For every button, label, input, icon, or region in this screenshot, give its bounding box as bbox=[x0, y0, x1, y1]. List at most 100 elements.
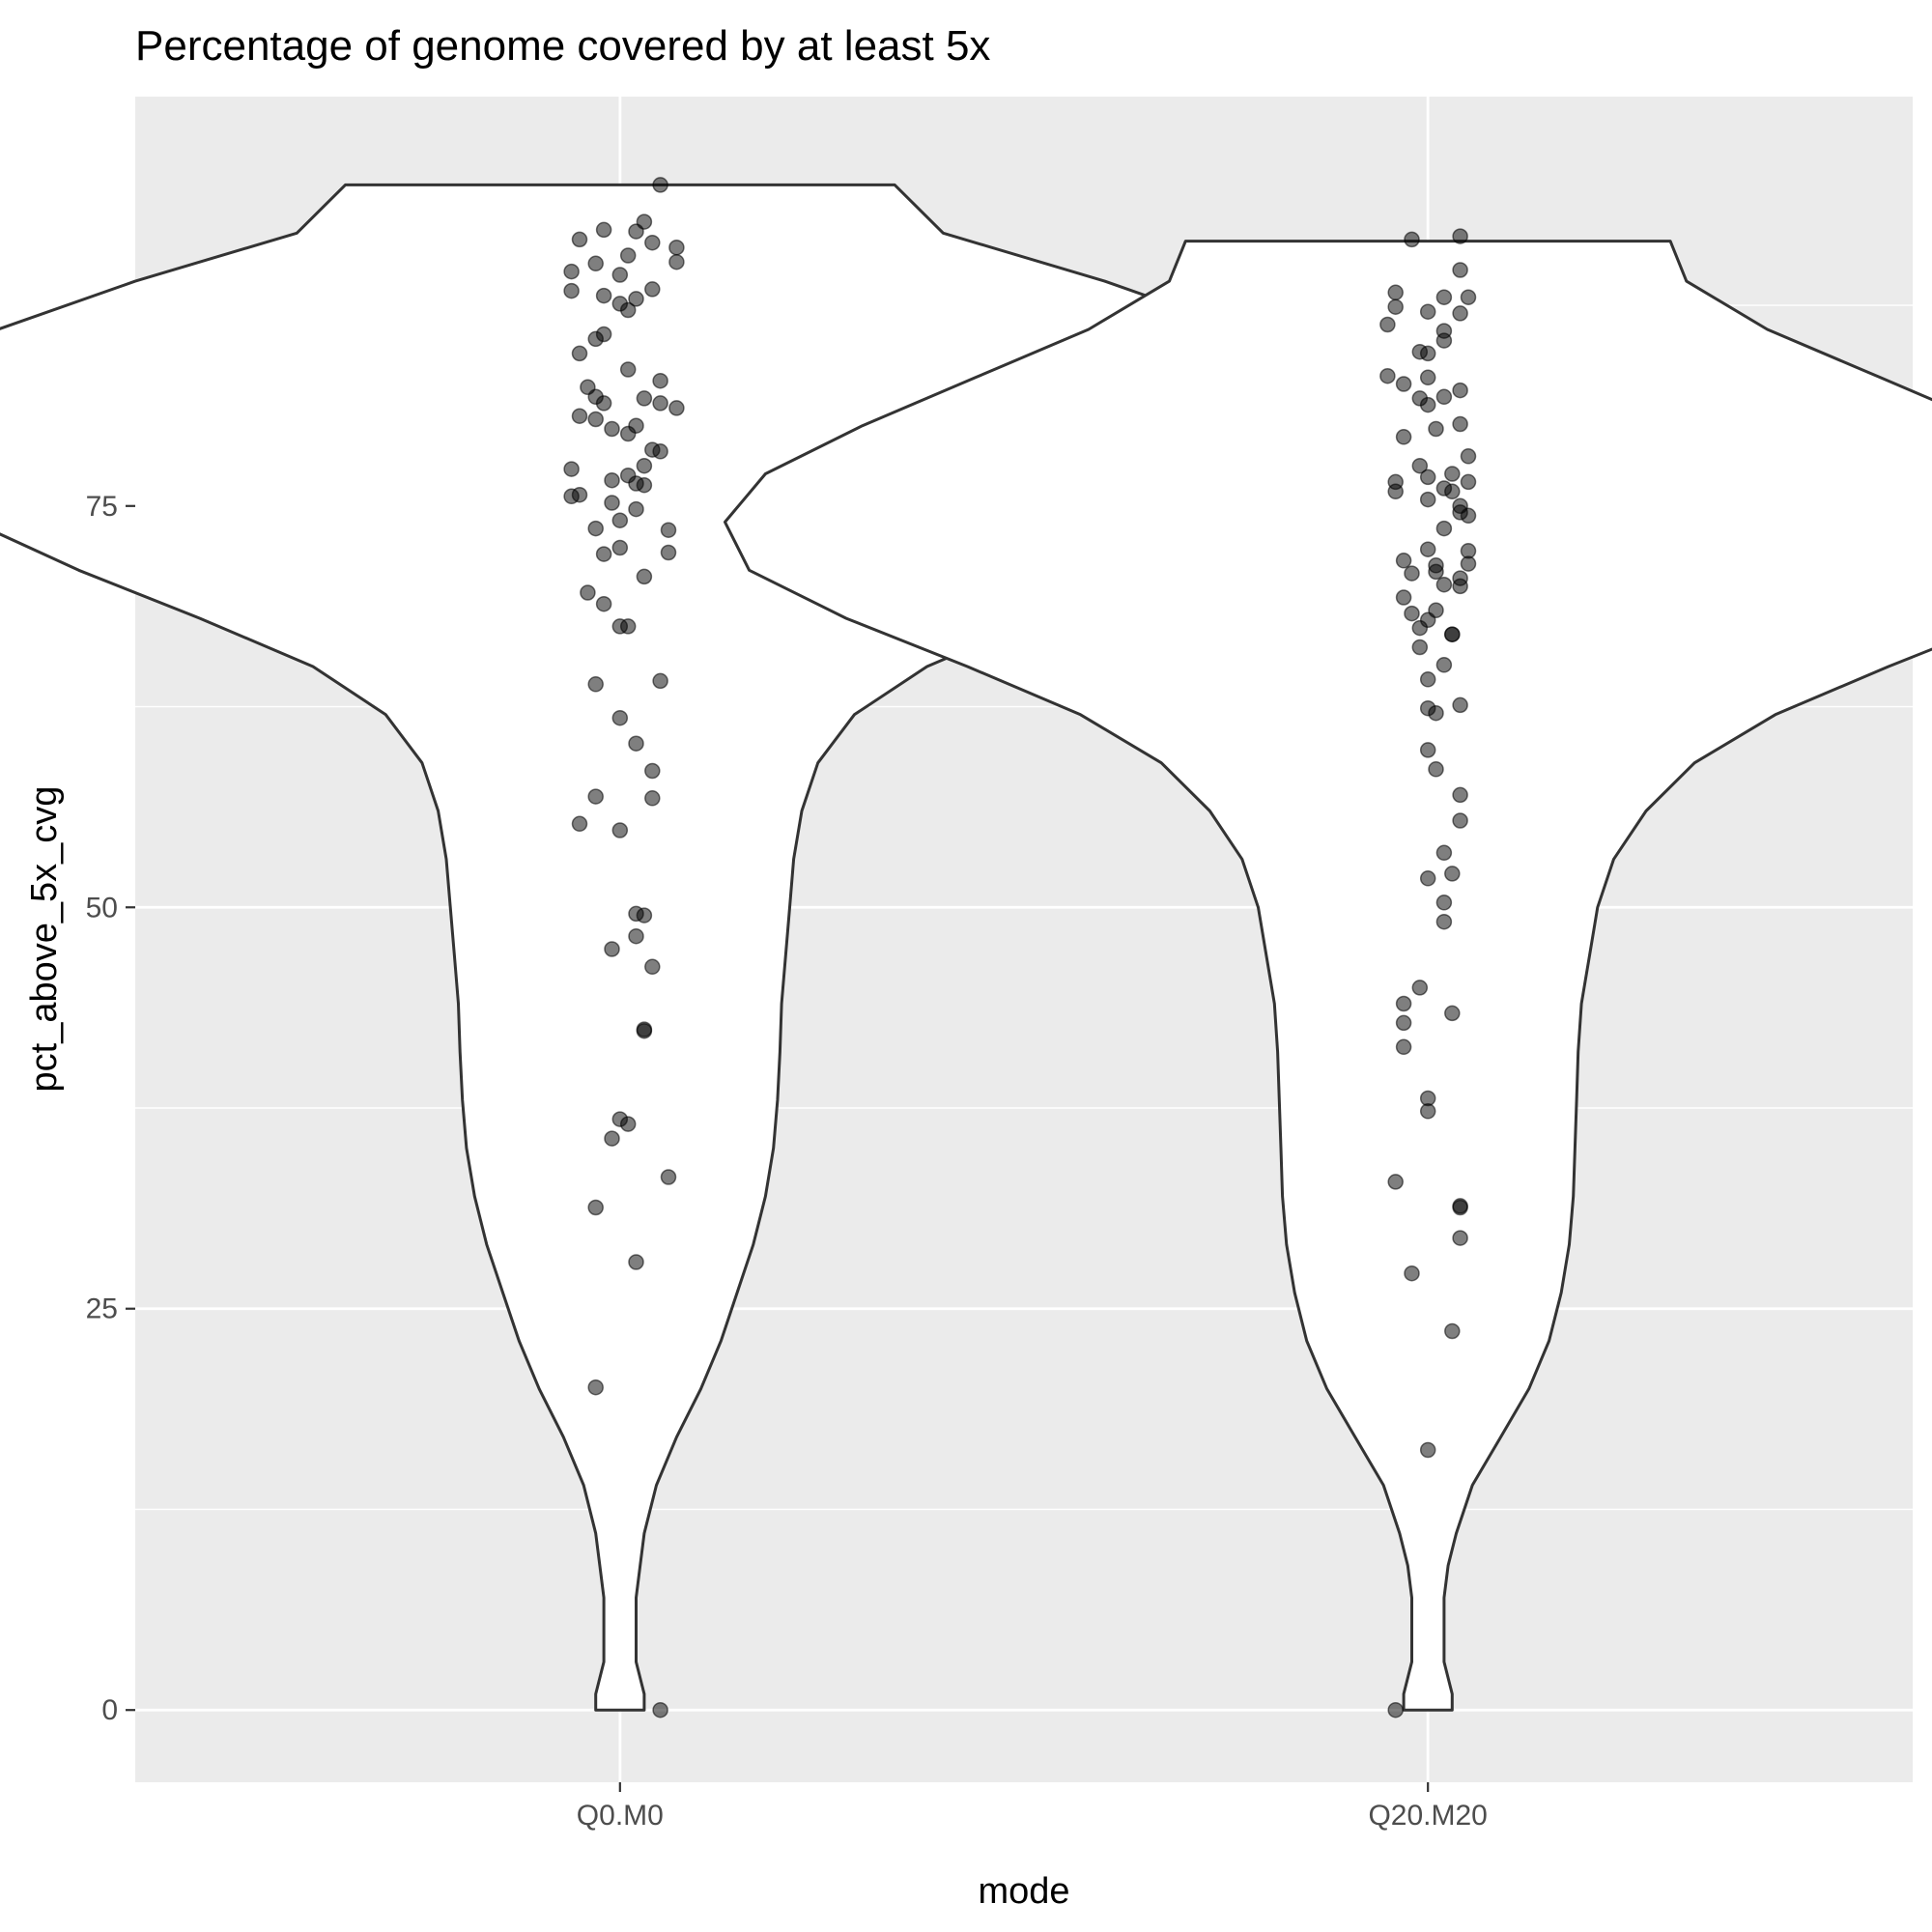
data-point bbox=[1452, 262, 1468, 278]
data-point bbox=[595, 546, 612, 562]
data-point bbox=[595, 395, 612, 412]
data-point bbox=[1452, 1199, 1468, 1216]
data-point bbox=[611, 539, 629, 556]
data-point bbox=[636, 1022, 653, 1039]
data-point bbox=[611, 709, 629, 726]
data-point bbox=[1411, 980, 1429, 996]
data-point bbox=[1419, 491, 1436, 508]
data-point bbox=[1395, 1014, 1412, 1032]
data-point bbox=[1395, 995, 1412, 1012]
data-point bbox=[604, 495, 620, 511]
data-point bbox=[1387, 1174, 1404, 1190]
data-point bbox=[571, 345, 588, 362]
data-point bbox=[668, 253, 685, 270]
data-point bbox=[571, 408, 588, 424]
data-point bbox=[1387, 483, 1404, 500]
data-point bbox=[587, 330, 604, 348]
data-point bbox=[1395, 553, 1412, 569]
data-point bbox=[619, 361, 637, 378]
data-point bbox=[1379, 316, 1396, 333]
data-point bbox=[1435, 895, 1453, 911]
data-point bbox=[636, 390, 653, 407]
data-point bbox=[587, 1199, 604, 1216]
data-point bbox=[636, 568, 653, 585]
data-point bbox=[604, 941, 620, 957]
data-point bbox=[628, 1254, 644, 1270]
data-point bbox=[1460, 507, 1477, 525]
data-point bbox=[1444, 466, 1461, 482]
x-axis-title: mode bbox=[978, 1871, 1069, 1912]
data-point bbox=[1452, 1230, 1468, 1246]
data-point bbox=[1419, 671, 1436, 688]
data-point bbox=[1460, 448, 1477, 465]
violins bbox=[0, 183, 1932, 1712]
data-point bbox=[1435, 913, 1453, 930]
data-point bbox=[1411, 639, 1429, 656]
data-point bbox=[652, 372, 668, 389]
data-point bbox=[1387, 1701, 1404, 1719]
data-point bbox=[668, 400, 685, 416]
data-point bbox=[563, 263, 580, 280]
data-point bbox=[628, 223, 644, 240]
chart-title: Percentage of genome covered by at least… bbox=[135, 22, 990, 70]
data-point bbox=[1435, 289, 1453, 305]
data-point bbox=[587, 788, 604, 805]
data-point bbox=[587, 676, 604, 693]
data-point bbox=[587, 411, 604, 428]
data-point bbox=[628, 735, 644, 752]
data-point bbox=[571, 231, 588, 248]
data-point bbox=[636, 907, 653, 923]
data-point bbox=[652, 1701, 668, 1719]
data-point bbox=[660, 522, 677, 538]
data-point bbox=[1419, 870, 1436, 887]
data-point bbox=[1435, 520, 1453, 537]
data-point bbox=[1452, 382, 1468, 399]
data-point bbox=[1395, 589, 1412, 606]
data-point bbox=[1419, 1441, 1436, 1459]
data-point bbox=[644, 234, 661, 251]
data-point bbox=[595, 287, 612, 304]
data-point bbox=[1395, 1038, 1412, 1056]
data-point bbox=[587, 255, 604, 272]
jitter-points bbox=[563, 177, 1477, 1719]
y-axis-title: pct_above_5x_cvg bbox=[24, 786, 65, 1093]
data-point bbox=[652, 177, 668, 193]
y-tick-label: 75 bbox=[86, 491, 118, 523]
data-point bbox=[1411, 457, 1429, 474]
axes: 0 25 50 75 Q0.M0 Q20.M20 bbox=[86, 491, 1488, 1832]
data-point bbox=[587, 520, 604, 537]
data-point bbox=[1452, 786, 1468, 804]
data-point bbox=[619, 301, 637, 319]
data-point bbox=[1419, 742, 1436, 758]
data-point bbox=[571, 815, 588, 833]
data-point bbox=[1419, 541, 1436, 557]
data-point bbox=[636, 476, 653, 494]
data-point bbox=[611, 512, 629, 528]
data-point bbox=[1428, 704, 1444, 722]
data-point bbox=[644, 790, 661, 807]
data-point bbox=[1435, 332, 1453, 349]
data-point bbox=[1404, 605, 1420, 622]
data-point bbox=[1428, 563, 1444, 581]
data-point bbox=[1460, 473, 1477, 491]
data-point bbox=[1435, 844, 1453, 862]
data-point bbox=[660, 544, 677, 561]
data-point bbox=[1452, 305, 1468, 322]
data-point bbox=[619, 618, 637, 635]
data-point bbox=[563, 488, 580, 505]
data-point bbox=[1428, 761, 1444, 778]
data-point bbox=[604, 420, 620, 438]
data-point bbox=[1395, 376, 1412, 392]
data-point bbox=[1460, 289, 1477, 305]
data-point bbox=[668, 239, 685, 256]
data-point bbox=[1452, 812, 1468, 829]
data-point bbox=[1411, 619, 1429, 637]
data-point bbox=[644, 281, 661, 298]
data-point bbox=[1419, 469, 1436, 486]
data-point bbox=[587, 1378, 604, 1396]
data-point bbox=[580, 584, 596, 601]
data-point bbox=[652, 443, 668, 460]
data-point bbox=[1387, 298, 1404, 315]
data-point bbox=[611, 822, 629, 838]
